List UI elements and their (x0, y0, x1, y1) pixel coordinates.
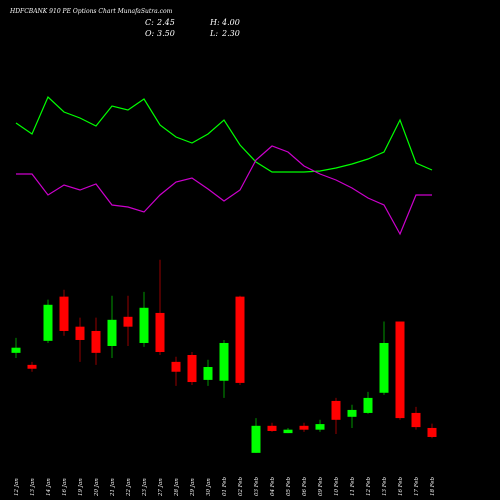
candle-body (75, 326, 85, 340)
candle-body (59, 296, 69, 331)
header-value: 2.45 (156, 18, 175, 27)
x-tick-label: 12 Feb (366, 476, 372, 496)
candle-body (331, 400, 341, 420)
x-tick-label: 20 Jan (94, 478, 100, 497)
header-value: 3.50 (157, 29, 175, 38)
x-tick-label: 13 Feb (382, 476, 388, 496)
indicator-line (16, 145, 432, 236)
x-tick-label: 01 Feb (222, 476, 228, 496)
x-tick-label: 23 Jan (142, 478, 148, 497)
candle-body (107, 319, 117, 346)
x-tick-label: 03 Feb (254, 476, 260, 496)
x-tick-label: 27 Jan (158, 478, 164, 497)
candle-body (379, 342, 389, 393)
header-label: H: (209, 18, 220, 27)
candle-body (251, 425, 261, 453)
x-tick-label: 21 Jan (110, 478, 116, 497)
x-tick-label: 12 Jan (14, 478, 20, 496)
header-label: L: (209, 29, 218, 38)
candle-body (187, 355, 197, 383)
x-tick-label: 14 Jan (46, 478, 52, 496)
header-label: C: (145, 18, 154, 27)
candle-body (299, 425, 309, 430)
x-tick-label: 05 Feb (286, 476, 292, 496)
header-label: O: (145, 29, 155, 38)
candle-body (11, 347, 21, 353)
x-tick-label: 29 Jan (190, 478, 196, 497)
indicator-line (15, 95, 433, 173)
candle-body (315, 424, 325, 430)
x-tick-label: 10 Feb (334, 476, 340, 496)
candle-body (395, 321, 405, 419)
candle-body (155, 312, 165, 352)
x-tick-label: 28 Jan (174, 478, 180, 497)
x-tick-label: 19 Jan (78, 478, 84, 496)
x-tick-label: 06 Feb (302, 476, 308, 496)
candle-body (347, 409, 357, 417)
candle-body (139, 307, 149, 343)
candle-body (91, 330, 101, 353)
candle-body (363, 397, 373, 413)
candle-body (203, 367, 213, 380)
header-value: 2.30 (221, 29, 240, 38)
x-tick-label: 18 Feb (430, 476, 436, 496)
x-tick-label: 22 Jan (126, 478, 132, 497)
chart-title: HDFCBANK 910 PE Options Chart MunafaSutr… (9, 8, 173, 15)
x-tick-label: 04 Feb (270, 476, 276, 496)
candle-body (219, 342, 229, 381)
x-tick-label: 13 Jan (30, 478, 36, 496)
candle-body (411, 412, 421, 428)
candle-body (123, 316, 133, 327)
x-tick-label: 02 Feb (238, 476, 244, 496)
x-tick-label: 16 Jan (62, 478, 68, 496)
x-tick-label: 16 Feb (398, 476, 404, 496)
x-tick-label: 09 Feb (318, 476, 324, 496)
candle-body (283, 429, 293, 434)
candle-body (27, 364, 37, 369)
candle-body (171, 361, 181, 372)
header-value: 4.00 (221, 18, 240, 27)
x-tick-label: 11 Feb (350, 476, 356, 496)
candle-body (235, 296, 245, 383)
candle-body (267, 425, 277, 431)
x-tick-label: 30 Jan (206, 478, 212, 496)
candle-body (43, 304, 53, 341)
x-tick-label: 17 Feb (414, 476, 420, 496)
candle-body (427, 427, 437, 437)
